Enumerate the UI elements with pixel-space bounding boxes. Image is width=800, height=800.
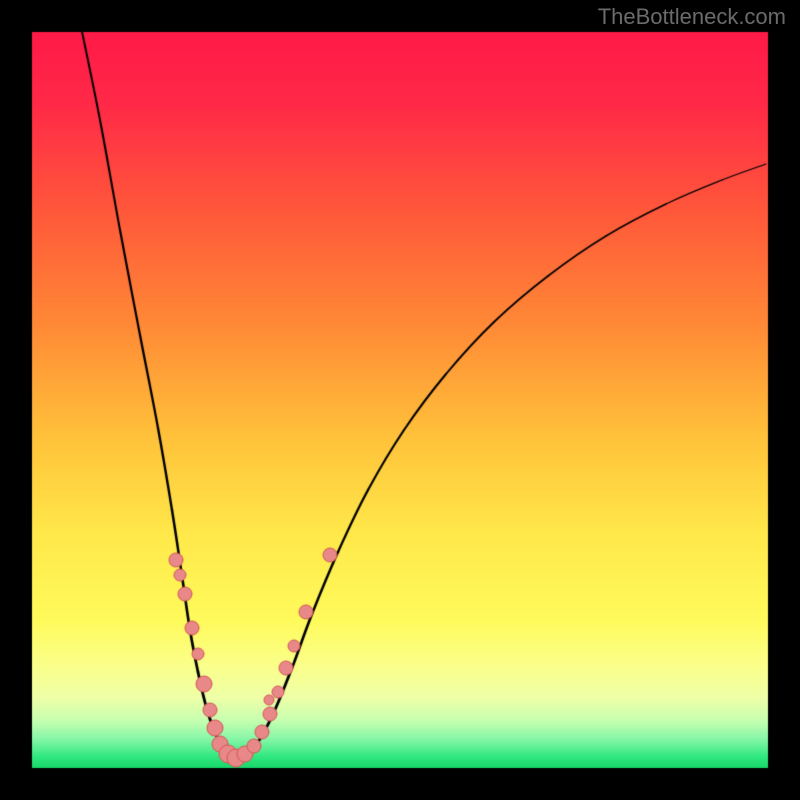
bottleneck-chart-canvas: [0, 0, 800, 800]
watermark-text: TheBottleneck.com: [598, 4, 786, 30]
